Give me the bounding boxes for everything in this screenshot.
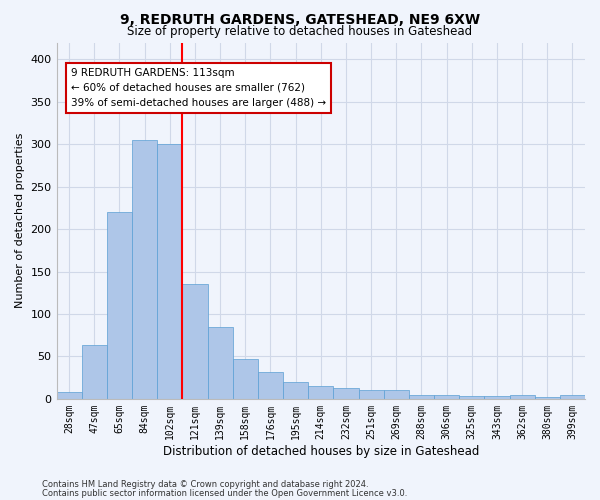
- Bar: [560, 396, 585, 399]
- Bar: [509, 396, 535, 399]
- Bar: [233, 359, 258, 399]
- Y-axis label: Number of detached properties: Number of detached properties: [15, 133, 25, 308]
- Bar: [258, 372, 283, 399]
- Text: Contains public sector information licensed under the Open Government Licence v3: Contains public sector information licen…: [42, 488, 407, 498]
- Text: Contains HM Land Registry data © Crown copyright and database right 2024.: Contains HM Land Registry data © Crown c…: [42, 480, 368, 489]
- Bar: [157, 144, 182, 399]
- Bar: [308, 386, 334, 399]
- Bar: [434, 394, 459, 399]
- Bar: [535, 397, 560, 399]
- Bar: [409, 396, 434, 399]
- Bar: [82, 346, 107, 399]
- Text: 9, REDRUTH GARDENS, GATESHEAD, NE9 6XW: 9, REDRUTH GARDENS, GATESHEAD, NE9 6XW: [120, 12, 480, 26]
- Bar: [359, 390, 383, 399]
- Bar: [132, 140, 157, 399]
- Bar: [334, 388, 359, 399]
- Text: Size of property relative to detached houses in Gateshead: Size of property relative to detached ho…: [127, 25, 473, 38]
- Text: 9 REDRUTH GARDENS: 113sqm
← 60% of detached houses are smaller (762)
39% of semi: 9 REDRUTH GARDENS: 113sqm ← 60% of detac…: [71, 68, 326, 108]
- Bar: [459, 396, 484, 399]
- X-axis label: Distribution of detached houses by size in Gateshead: Distribution of detached houses by size …: [163, 444, 479, 458]
- Bar: [283, 382, 308, 399]
- Bar: [56, 392, 82, 399]
- Bar: [182, 284, 208, 399]
- Bar: [208, 326, 233, 399]
- Bar: [383, 390, 409, 399]
- Bar: [107, 212, 132, 399]
- Bar: [484, 396, 509, 399]
